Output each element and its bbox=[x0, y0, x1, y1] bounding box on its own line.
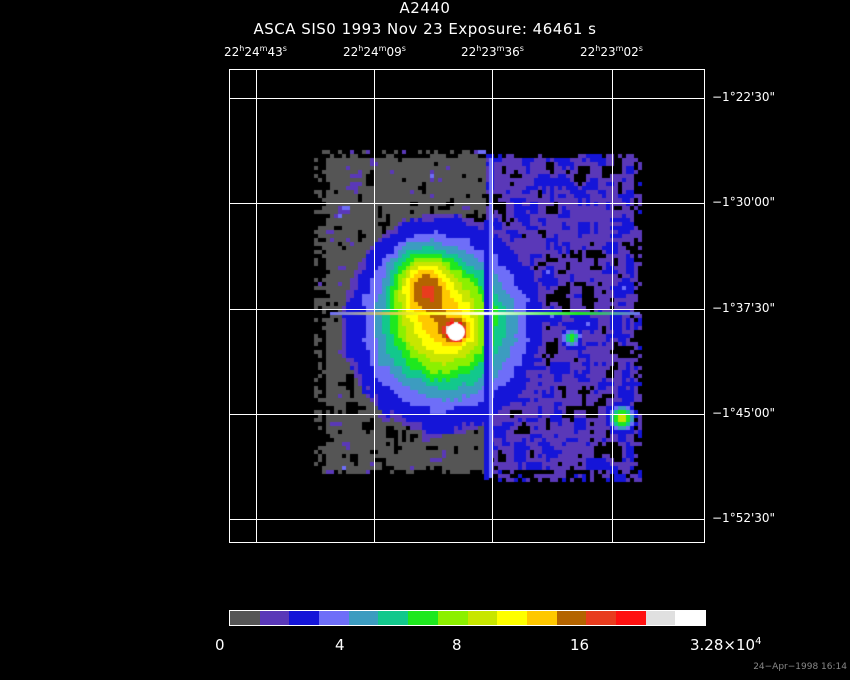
colorbar-segment bbox=[586, 611, 616, 625]
intensity-colorbar bbox=[229, 610, 706, 626]
colorbar-segment bbox=[348, 611, 379, 625]
colorbar-segment bbox=[408, 611, 438, 625]
dec-label-4: −1°45'00" bbox=[712, 406, 776, 420]
colorbar-segment bbox=[259, 611, 290, 625]
ra-label-1: 22h24m43s bbox=[224, 44, 287, 59]
colorbar-segment bbox=[556, 611, 587, 625]
colorbar-segment bbox=[526, 611, 557, 625]
xray-intensity-map bbox=[230, 70, 704, 542]
dec-label-1: −1°22'30" bbox=[712, 90, 776, 104]
colorbar-segment bbox=[497, 611, 527, 625]
colorbar-segment bbox=[645, 611, 676, 625]
object-title: A2440 bbox=[399, 0, 451, 17]
colorbar-label-16: 16 bbox=[570, 636, 590, 654]
dec-label-5: −1°52'30" bbox=[712, 511, 776, 525]
dec-label-3: −1°37'30" bbox=[712, 301, 776, 315]
observation-info: ASCA SIS0 1993 Nov 23 Exposure: 46461 s bbox=[253, 20, 597, 38]
timestamp: 24−Apr−1998 16:14 bbox=[753, 662, 847, 672]
colorbar-segment bbox=[615, 611, 646, 625]
colorbar-segment bbox=[378, 611, 409, 625]
colorbar-label-4: 4 bbox=[335, 636, 345, 654]
dec-label-2: −1°30'00" bbox=[712, 195, 776, 209]
colorbar-segment bbox=[289, 611, 320, 625]
ra-label-4: 22h23m02s bbox=[580, 44, 643, 59]
colorbar-segment bbox=[319, 611, 349, 625]
colorbar-label-8: 8 bbox=[452, 636, 462, 654]
coordinate-grid bbox=[230, 70, 704, 542]
colorbar-label-0: 0 bbox=[215, 636, 225, 654]
ra-label-3: 22h23m36s bbox=[461, 44, 524, 59]
colorbar-segment bbox=[437, 611, 468, 625]
colorbar-segment bbox=[230, 611, 260, 625]
xray-image-panel bbox=[229, 69, 705, 543]
colorbar-segment bbox=[467, 611, 498, 625]
colorbar-label-max: 3.28×104 bbox=[690, 636, 762, 654]
ra-label-2: 22h24m09s bbox=[343, 44, 406, 59]
colorbar-segment bbox=[675, 611, 705, 625]
